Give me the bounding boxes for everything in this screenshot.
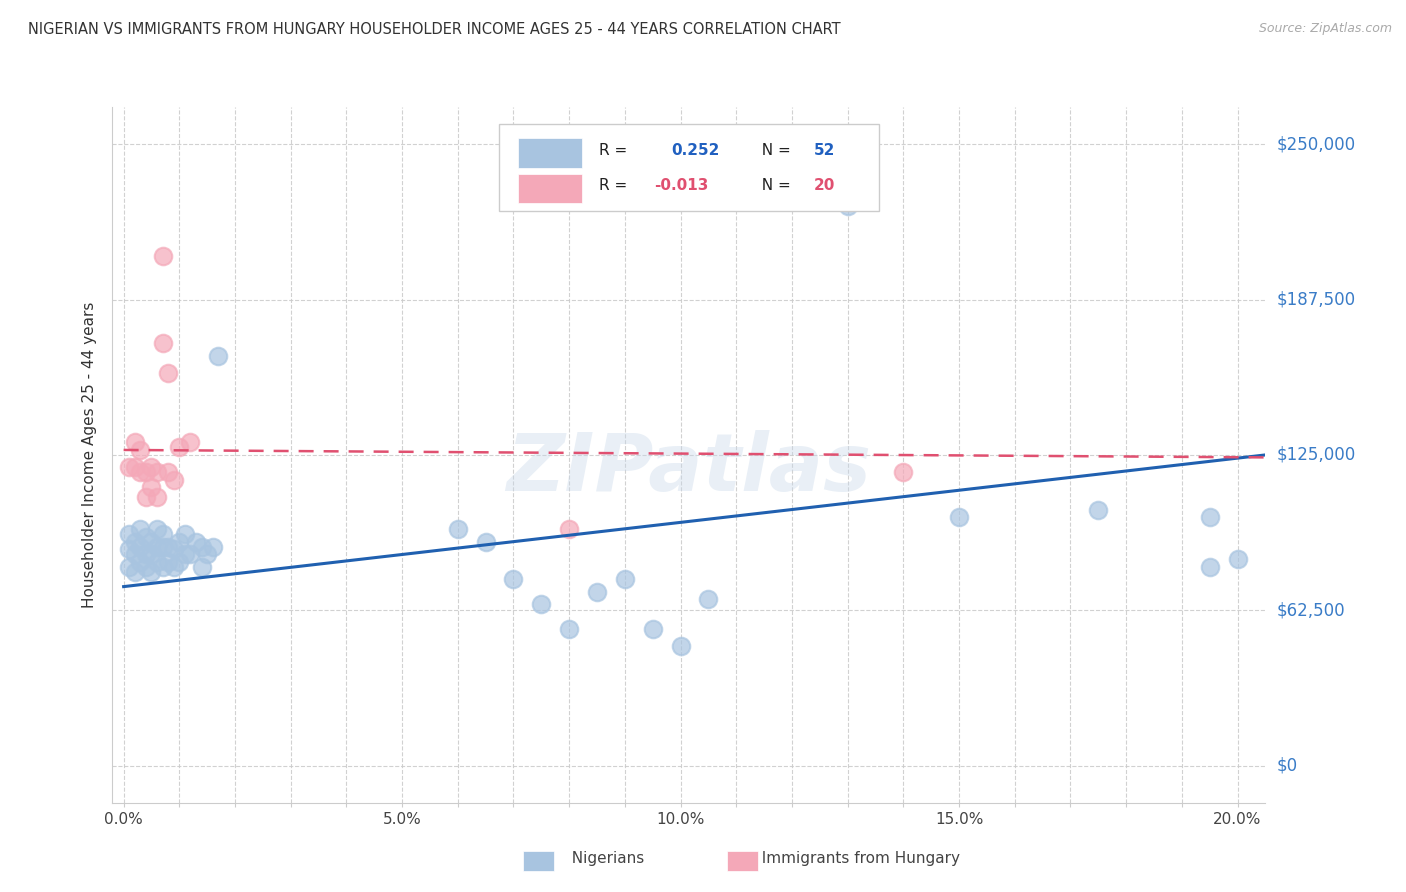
Point <box>124 460 146 475</box>
Text: $250,000: $250,000 <box>1277 136 1355 153</box>
Text: 20: 20 <box>814 178 835 193</box>
Point <box>118 527 141 541</box>
Point <box>179 435 201 450</box>
FancyBboxPatch shape <box>499 124 879 211</box>
Point <box>948 510 970 524</box>
Point <box>146 555 169 569</box>
Point <box>146 490 169 504</box>
Point <box>152 559 174 574</box>
Point <box>1198 510 1220 524</box>
Text: $187,500: $187,500 <box>1277 291 1355 309</box>
Text: $125,000: $125,000 <box>1277 446 1357 464</box>
Point <box>163 473 186 487</box>
Point <box>129 442 152 457</box>
Text: R =: R = <box>599 178 633 193</box>
Point <box>135 559 157 574</box>
Point <box>190 540 212 554</box>
Point <box>157 466 180 480</box>
Point <box>141 460 163 475</box>
Text: -0.013: -0.013 <box>654 178 709 193</box>
Point <box>118 542 141 557</box>
Text: Source: ZipAtlas.com: Source: ZipAtlas.com <box>1258 22 1392 36</box>
Text: NIGERIAN VS IMMIGRANTS FROM HUNGARY HOUSEHOLDER INCOME AGES 25 - 44 YEARS CORREL: NIGERIAN VS IMMIGRANTS FROM HUNGARY HOUS… <box>28 22 841 37</box>
Point <box>157 540 180 554</box>
Point <box>135 490 157 504</box>
Point <box>152 527 174 541</box>
Point <box>558 622 581 636</box>
Point <box>447 523 470 537</box>
Point <box>141 565 163 579</box>
Point <box>179 547 201 561</box>
Point <box>893 466 915 480</box>
Point <box>641 622 664 636</box>
Point <box>163 542 186 557</box>
Point <box>118 460 141 475</box>
Point <box>124 547 146 561</box>
FancyBboxPatch shape <box>519 138 582 168</box>
Point <box>157 555 180 569</box>
Point <box>135 547 157 561</box>
Point <box>152 336 174 351</box>
Point <box>697 592 720 607</box>
Point <box>502 572 524 586</box>
Point <box>173 547 195 561</box>
Point <box>558 523 581 537</box>
Point <box>129 540 152 554</box>
Point <box>163 559 186 574</box>
Point <box>169 441 191 455</box>
Text: N =: N = <box>752 178 796 193</box>
FancyBboxPatch shape <box>519 174 582 202</box>
Point <box>124 534 146 549</box>
Point <box>157 366 180 380</box>
Text: Nigerians: Nigerians <box>562 851 644 865</box>
Point <box>118 559 141 574</box>
Point <box>173 527 195 541</box>
Point <box>141 534 163 549</box>
Point <box>169 555 191 569</box>
Point <box>152 540 174 554</box>
Point <box>124 435 146 450</box>
Point <box>190 559 212 574</box>
Text: Immigrants from Hungary: Immigrants from Hungary <box>752 851 960 865</box>
Point <box>129 555 152 569</box>
Point <box>129 466 152 480</box>
Point <box>530 597 553 611</box>
Point <box>201 540 224 554</box>
Point <box>152 249 174 263</box>
Point <box>669 639 692 653</box>
Point <box>184 534 207 549</box>
Point <box>146 466 169 480</box>
Text: 0.252: 0.252 <box>672 143 720 158</box>
Text: ZIPatlas: ZIPatlas <box>506 430 872 508</box>
Point <box>195 547 218 561</box>
Point <box>135 530 157 544</box>
Text: N =: N = <box>752 143 796 158</box>
Point <box>135 466 157 480</box>
Y-axis label: Householder Income Ages 25 - 44 years: Householder Income Ages 25 - 44 years <box>82 301 97 608</box>
Text: 52: 52 <box>814 143 835 158</box>
Point <box>141 480 163 494</box>
Point <box>146 540 169 554</box>
Point <box>124 565 146 579</box>
Point <box>146 523 169 537</box>
Text: R =: R = <box>599 143 637 158</box>
Point <box>613 572 636 586</box>
Point <box>1087 502 1109 516</box>
Point <box>1198 559 1220 574</box>
Point <box>207 349 229 363</box>
Point <box>1226 552 1249 566</box>
Point <box>141 547 163 561</box>
Point <box>129 523 152 537</box>
Text: $0: $0 <box>1277 756 1298 774</box>
Point <box>474 534 496 549</box>
Text: $62,500: $62,500 <box>1277 601 1346 619</box>
Point <box>169 534 191 549</box>
Point <box>586 584 609 599</box>
Point <box>837 199 859 213</box>
